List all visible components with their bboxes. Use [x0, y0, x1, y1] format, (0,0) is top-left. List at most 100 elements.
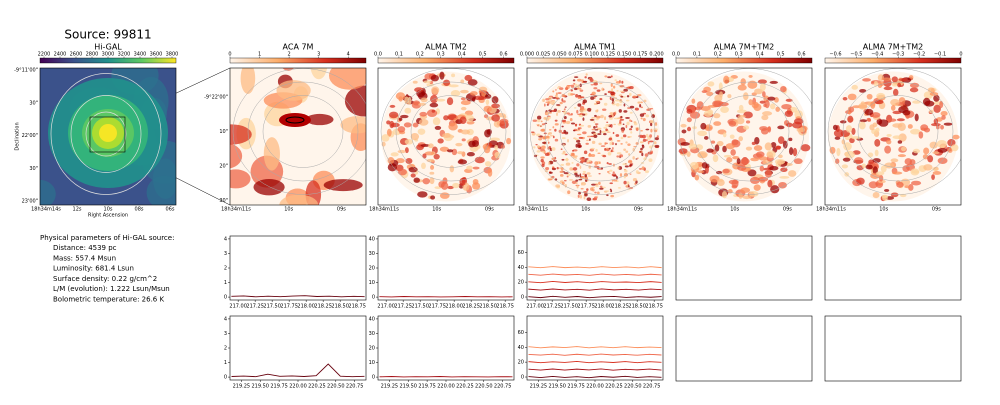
plot-frame — [377, 315, 515, 381]
image-blob — [909, 82, 920, 88]
image-blob — [619, 118, 625, 121]
image-blob — [941, 115, 946, 120]
image-blob — [650, 150, 654, 154]
image-blob — [572, 167, 578, 171]
image-blob — [897, 82, 902, 88]
image-blob — [886, 118, 897, 122]
x-tick-label: 18h34m11s — [816, 207, 846, 213]
image-blob — [597, 152, 601, 155]
image-blob — [635, 127, 639, 132]
image-blob — [594, 129, 599, 131]
contour — [85, 111, 127, 157]
image-blob — [759, 165, 765, 172]
image-blob — [554, 128, 557, 132]
image-blob — [648, 158, 653, 162]
colorbar-tick-label: −0.6 — [829, 52, 841, 58]
image-blob — [614, 79, 617, 82]
x-tick-label: 219.25 — [233, 384, 251, 390]
image-blob — [596, 100, 600, 103]
image-blob — [722, 145, 727, 153]
image-blob — [583, 196, 586, 200]
contour — [693, 81, 805, 182]
y-tick-label: -9°11'00" — [14, 68, 38, 74]
image-blob — [395, 92, 406, 100]
image-blob — [556, 104, 561, 106]
image-blob — [605, 123, 610, 127]
image-blob — [493, 120, 502, 128]
image-blob — [632, 178, 638, 182]
image-blob — [566, 175, 569, 178]
image-blob — [845, 125, 853, 133]
image-blob — [596, 127, 602, 131]
image-blob — [599, 98, 603, 101]
panel-title: ALMA 7M+TM2 — [714, 43, 774, 52]
image-blob — [640, 129, 643, 132]
image-blob — [606, 194, 609, 197]
image-blob — [869, 124, 875, 131]
image-blob — [769, 166, 779, 171]
image-blob — [418, 118, 429, 126]
image-blob — [623, 180, 627, 185]
image-blob — [583, 191, 588, 193]
image-blob — [570, 84, 575, 88]
colorbar-tick-label: 0.3 — [437, 52, 445, 58]
image-blob — [909, 87, 919, 93]
x-tick-label: 218.50 — [479, 304, 497, 310]
image-blob — [420, 97, 428, 103]
image-blob — [686, 109, 693, 114]
image-blob — [615, 142, 617, 146]
image-blob — [615, 102, 620, 107]
image-blob — [627, 143, 631, 146]
image-blob — [832, 124, 838, 131]
image-blob — [864, 108, 874, 116]
image-blob — [605, 128, 608, 132]
image-blob — [633, 121, 637, 124]
image-blob — [405, 158, 413, 164]
image-blob — [611, 91, 616, 95]
y-tick-label: -9°22'00" — [204, 95, 228, 101]
image-blob — [600, 114, 604, 119]
image-blob — [429, 102, 439, 108]
image-blob — [874, 100, 884, 105]
y-tick-label: 40 — [369, 316, 375, 322]
image-blob — [632, 95, 638, 98]
image-blob — [870, 101, 876, 109]
image-blob — [952, 134, 960, 140]
image-blob — [484, 93, 492, 99]
image-blob — [687, 126, 692, 132]
image-blob — [430, 74, 439, 82]
image-blob — [595, 115, 601, 119]
image-blob — [557, 86, 561, 88]
image-blob — [856, 177, 865, 185]
image-blob — [560, 163, 565, 167]
image-blob — [859, 119, 868, 123]
image-blob — [598, 142, 602, 146]
x-tick-label: 220.00 — [437, 384, 455, 390]
image-blob — [737, 84, 747, 91]
image-blob — [595, 118, 599, 121]
image-blob — [714, 144, 720, 152]
image-blob — [389, 104, 396, 108]
image-blob — [563, 129, 567, 133]
image-blob — [410, 133, 420, 141]
image-blob — [886, 133, 892, 137]
y-tick-label: 10" — [219, 129, 228, 135]
y-tick-label: 3 — [224, 251, 227, 257]
image-blob — [561, 93, 566, 98]
image-blob — [650, 128, 653, 133]
image-blob — [577, 113, 582, 116]
x-tick-label: 217.75 — [577, 304, 595, 310]
image-frame — [824, 67, 962, 206]
image-blob — [559, 170, 564, 173]
image-blob — [922, 97, 931, 106]
image-blob — [460, 97, 466, 101]
image-blob — [478, 90, 487, 94]
x-tick-label: 219.25 — [530, 384, 548, 390]
image-blob — [593, 134, 598, 138]
image-blob — [543, 103, 546, 107]
image-blob — [323, 179, 363, 192]
x-tick-label: 217.50 — [263, 304, 281, 310]
image-blob — [460, 106, 467, 111]
image-blob — [653, 141, 657, 145]
image-blob — [709, 175, 720, 183]
